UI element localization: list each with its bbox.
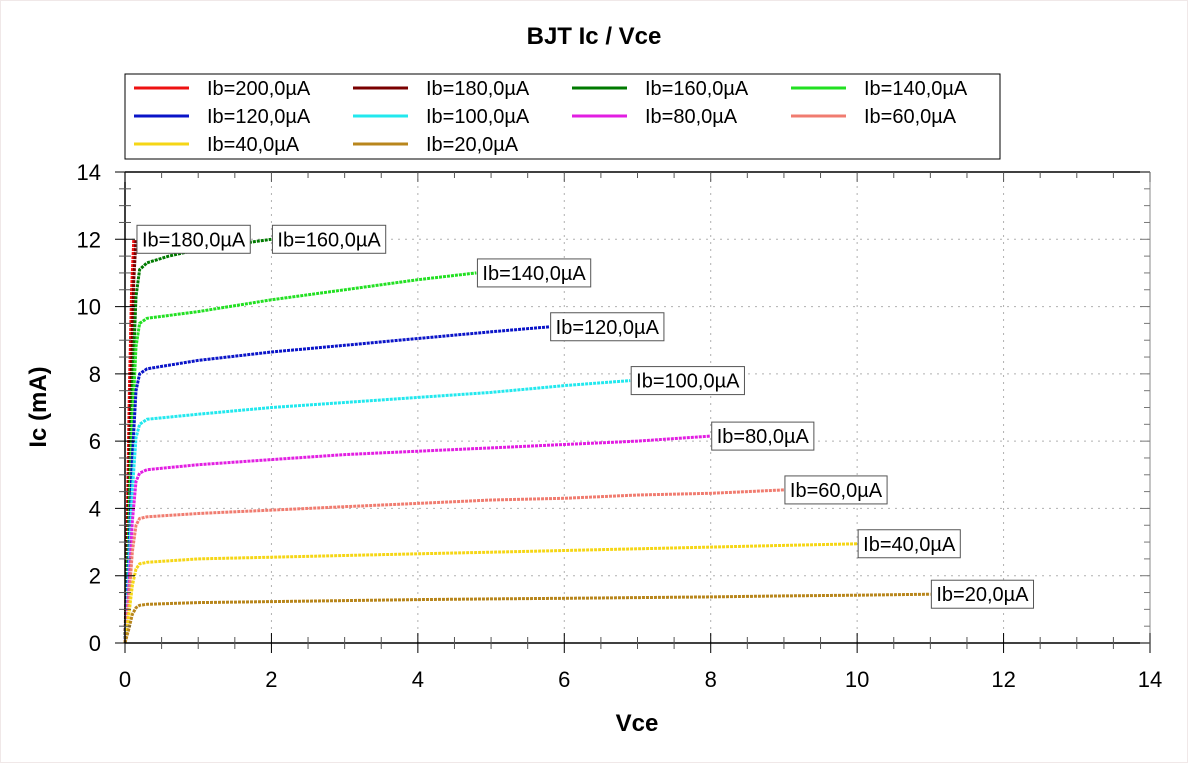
legend-item: Ib=180,0µA [353,78,530,100]
annotations: Ib=180,0µA Ib=160,0µA Ib=140,0µA Ib=120,0µA… [136,224,1035,609]
annotation-box [476,258,592,288]
annotation-box [711,421,815,451]
y-tick-label: 10 [77,295,101,320]
legend-item: Ib=80,0µA [572,106,738,128]
annotation-label: Ib=120,0µA [556,317,660,339]
y-tick-label: 2 [89,564,101,589]
x-tick-label: 12 [991,667,1015,692]
curve-annotation: Ib=40,0µA [857,529,961,559]
x-tick-label: 8 [705,667,717,692]
annotation-box [136,224,251,254]
legend-label: Ib=140,0µA [864,78,968,100]
annotation-label: Ib=60,0µA [790,480,883,502]
series-line [123,434,711,644]
curve-annotation: Ib=140,0µA [476,258,592,288]
series-line [123,271,477,644]
annotation-label: Ib=160,0µA [277,229,381,251]
x-tick-label: 14 [1138,667,1162,692]
legend-item: Ib=140,0µA [791,78,968,100]
legend-label: Ib=20,0µA [426,134,519,156]
legend-item: Ib=120,0µA [134,106,311,128]
annotation-box [630,366,745,396]
curve-annotation: Ib=160,0µA [271,224,387,254]
legend-item: Ib=60,0µA [791,106,957,128]
curve-annotation: Ib=180,0µA [136,224,251,254]
annotation-label: Ib=180,0µA [142,229,246,251]
curve-annotation: Ib=80,0µA [711,421,815,451]
x-tick-label: 0 [119,667,131,692]
series-line [123,592,931,644]
series-line [123,542,858,644]
legend-item: Ib=100,0µA [353,106,530,128]
annotation-label: Ib=20,0µA [936,584,1029,606]
y-tick-label: 6 [89,429,101,454]
annotation-box [784,475,888,505]
y-axis-label: Ic (mA) [25,366,52,447]
curve-annotation: Ib=120,0µA [550,312,665,342]
legend-label: Ib=180,0µA [426,78,530,100]
y-tick-label: 4 [89,496,101,521]
annotation-label: Ib=80,0µA [717,426,810,448]
y-tick-label: 0 [89,631,101,656]
legend-item: Ib=20,0µA [353,134,519,156]
x-tick-label: 10 [845,667,869,692]
legend-label: Ib=100,0µA [426,106,530,128]
plot-area: 0 2 4 6 8 10 12 14 0 2 4 6 8 10 12 14 Ib=180,0µA Ib=160,… [77,160,1163,692]
legend-label: Ib=60,0µA [864,106,957,128]
x-tick-label: 4 [412,667,424,692]
legend-item: Ib=40,0µA [134,134,300,156]
annotation-box [930,579,1035,609]
legend-label: Ib=160,0µA [645,78,749,100]
legend-label: Ib=120,0µA [207,106,311,128]
annotation-label: Ib=140,0µA [482,263,586,285]
annotation-box [271,224,387,254]
legend-label: Ib=200,0µA [207,78,311,100]
legend-box [124,73,1001,160]
legend: Ib=200,0µA Ib=180,0µA Ib=160,0µA Ib=140,0µA… [124,73,1001,160]
legend-label: Ib=40,0µA [207,134,300,156]
x-axis-label: Vce [616,710,659,737]
chart-title: BJT Ic / Vce [527,23,662,50]
curve-annotation: Ib=100,0µA [630,366,745,396]
series-line [123,379,631,644]
annotation-box [550,312,665,342]
y-tick-label: 14 [77,160,101,185]
legend-item: Ib=160,0µA [572,78,749,100]
axes: 0 2 4 6 8 10 12 14 0 2 4 6 8 10 12 14 [77,160,1163,692]
x-tick-label: 6 [558,667,570,692]
annotation-box [857,529,961,559]
legend-item: Ib=200,0µA [134,78,311,100]
y-tick-label: 8 [89,362,101,387]
annotation-label: Ib=100,0µA [636,371,740,393]
y-tick-label: 12 [77,227,101,252]
legend-label: Ib=80,0µA [645,106,738,128]
curve-annotation: Ib=60,0µA [784,475,888,505]
series-line [123,325,550,644]
series-line [123,488,784,644]
curve-annotation: Ib=20,0µA [930,579,1035,609]
x-tick-label: 2 [265,667,277,692]
annotation-label: Ib=40,0µA [863,534,956,556]
